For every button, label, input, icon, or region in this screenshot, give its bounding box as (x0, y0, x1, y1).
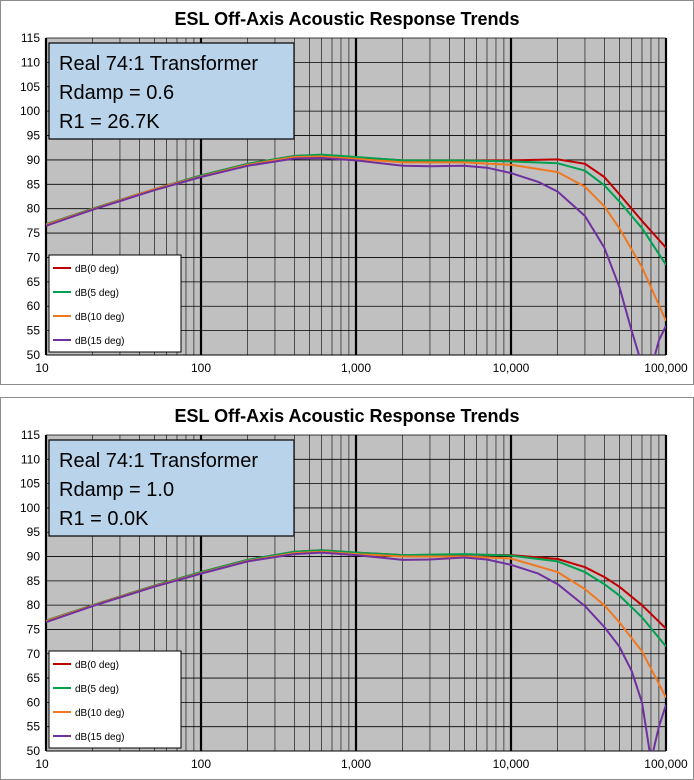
annotation-box (48, 439, 295, 537)
chart-title: ESL Off-Axis Acoustic Response Trends (174, 9, 519, 29)
y-tick-label: 115 (21, 31, 40, 45)
x-tick-label: 100,000 (644, 361, 688, 375)
y-tick-label: 105 (20, 477, 40, 491)
annotation-line: R1 = 26.7K (59, 111, 160, 133)
y-tick-label: 100 (20, 501, 40, 515)
annotation-line: R1 = 0.0K (59, 508, 149, 530)
annotation-line: Rdamp = 0.6 (59, 82, 174, 104)
x-tick-label: 10,000 (493, 757, 530, 771)
x-tick-label: 100 (191, 757, 211, 771)
annotation-line: Rdamp = 1.0 (59, 479, 174, 501)
x-tick-label: 1,000 (341, 757, 371, 771)
y-tick-label: 110 (21, 55, 40, 69)
legend-label: dB(15 deg) (75, 732, 124, 743)
y-tick-label: 65 (27, 275, 41, 289)
y-tick-label: 80 (27, 598, 41, 612)
y-tick-label: 115 (21, 428, 40, 442)
chart-svg-bottom: ESL Off-Axis Acoustic Response Trends 50 5… (20, 406, 688, 771)
y-tick-label: 60 (27, 299, 41, 313)
y-tick-label: 90 (27, 153, 41, 167)
series-line-db-15-deg- (46, 157, 666, 355)
legend-box (48, 650, 182, 749)
annotation-line: Real 74:1 Transformer (59, 53, 258, 75)
x-tick-label: 10,000 (493, 361, 530, 375)
legend-label: dB(5 deg) (75, 288, 119, 299)
chart-panel-top: ESL Off-Axis Acoustic Response Trends 50 5… (0, 0, 694, 385)
series-line-db-15-deg- (46, 551, 666, 751)
annotation-box (48, 42, 295, 140)
y-tick-label: 55 (27, 324, 41, 338)
y-tick-label: 65 (27, 671, 41, 685)
legend-label: dB(10 deg) (75, 312, 124, 323)
y-tick-label: 55 (27, 720, 41, 734)
y-tick-label: 85 (27, 177, 41, 191)
legend-label: dB(5 deg) (75, 684, 119, 695)
series-group (46, 153, 666, 355)
y-tick-label: 70 (27, 250, 41, 264)
y-tick-label: 60 (27, 695, 41, 709)
series-group (46, 549, 666, 751)
y-tick-label: 90 (27, 550, 41, 564)
y-tick-label: 50 (27, 744, 41, 758)
x-tick-label: 10 (35, 757, 49, 771)
legend-label: dB(0 deg) (75, 264, 119, 275)
y-tick-label: 80 (27, 202, 41, 216)
chart-svg-top: ESL Off-Axis Acoustic Response Trends 50 5… (20, 9, 688, 375)
y-tick-label: 75 (27, 226, 41, 240)
y-tick-label: 70 (27, 647, 41, 661)
y-tick-label: 95 (27, 129, 41, 143)
annotation-line: Real 74:1 Transformer (59, 450, 258, 472)
chart-title: ESL Off-Axis Acoustic Response Trends (174, 406, 519, 426)
chart-panel-bottom: ESL Off-Axis Acoustic Response Trends 50 5… (0, 397, 694, 780)
y-tick-label: 50 (27, 348, 41, 362)
x-tick-label: 100 (191, 361, 211, 375)
legend-label: dB(0 deg) (75, 660, 119, 671)
legend-box (48, 254, 182, 353)
y-tick-label: 100 (20, 104, 40, 118)
x-tick-label: 1,000 (341, 361, 371, 375)
legend-label: dB(15 deg) (75, 336, 124, 347)
y-tick-label: 85 (27, 574, 41, 588)
y-tick-label: 95 (27, 525, 41, 539)
x-tick-label: 100,000 (644, 757, 688, 771)
y-tick-label: 75 (27, 622, 41, 636)
y-tick-label: 110 (21, 452, 40, 466)
x-tick-label: 10 (35, 361, 49, 375)
legend-label: dB(10 deg) (75, 708, 124, 719)
y-tick-label: 105 (20, 80, 40, 94)
